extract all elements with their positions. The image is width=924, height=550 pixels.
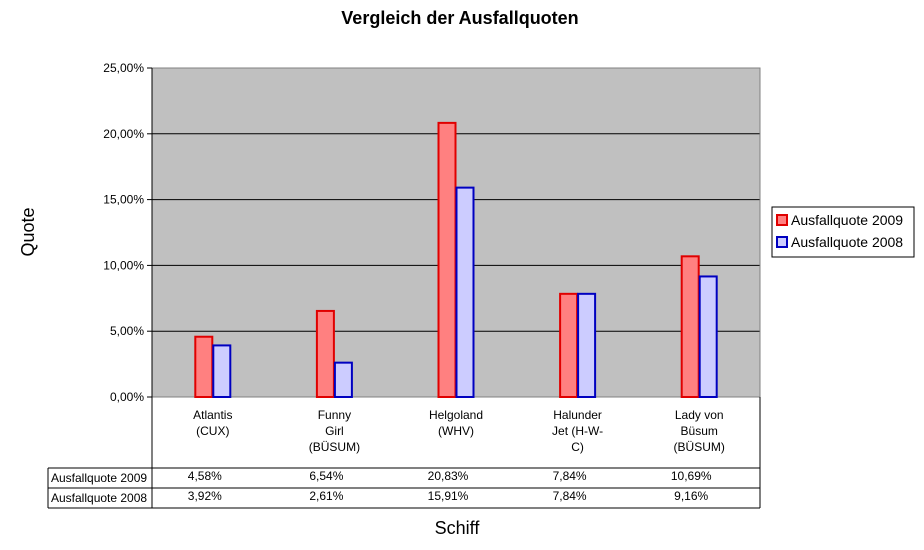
bar-2009 xyxy=(680,255,700,399)
category-label: Funny Girl (BÜSUM) xyxy=(309,408,360,454)
category-label: Atlantis (CUX) xyxy=(193,408,232,438)
data-table: Atlantis (CUX) Funny Girl (BÜSUM) Helgoland (W… xyxy=(47,397,761,509)
category-label-line: (BÜSUM) xyxy=(309,440,360,454)
legend-box xyxy=(771,206,915,258)
bars xyxy=(194,121,718,399)
category-label-line: (WHV) xyxy=(438,424,474,438)
category-label-line: Lady von xyxy=(675,408,724,422)
table-value: 2,61% xyxy=(309,489,343,503)
category-label-line: Büsum xyxy=(681,424,718,438)
category-label-line: (CUX) xyxy=(196,424,229,438)
bar-2009 xyxy=(315,309,335,398)
category-label: Halunder Jet (H-W- C) xyxy=(552,408,603,454)
y-tick-label: 25,00% xyxy=(103,61,144,75)
category-label: Helgoland (WHV) xyxy=(429,408,483,438)
chart-title: Vergleich der Ausfallquoten xyxy=(341,8,578,28)
bar-2009 xyxy=(437,121,457,398)
y-tick-label: 5,00% xyxy=(110,324,144,338)
legend: Ausfallquote 2009 Ausfallquote 2008 xyxy=(771,206,915,258)
bar-2008 xyxy=(212,344,232,399)
category-label-line: Funny xyxy=(318,408,351,422)
category-label: Lady von Büsum (BÜSUM) xyxy=(674,408,725,454)
bar-2008 xyxy=(698,275,718,399)
category-label-line: Atlantis xyxy=(193,408,232,422)
x-axis-title: Schiff xyxy=(435,518,481,538)
legend-swatch xyxy=(776,236,788,248)
category-label-line: Helgoland xyxy=(429,408,483,422)
bar-2009 xyxy=(559,292,579,398)
legend-label: Ausfallquote 2009 xyxy=(791,212,903,228)
table-value: 15,91% xyxy=(428,489,469,503)
table-series-label: Ausfallquote 2009 xyxy=(51,471,147,485)
table-value: 7,84% xyxy=(553,469,587,483)
table-value: 20,83% xyxy=(428,469,469,483)
table-series-label: Ausfallquote 2008 xyxy=(51,491,147,505)
bar-2008 xyxy=(333,361,353,399)
category-label-line: (BÜSUM) xyxy=(674,440,725,454)
table-value: 6,54% xyxy=(309,469,343,483)
bar-2009 xyxy=(194,335,214,399)
table-value: 10,69% xyxy=(671,469,712,483)
y-tick-label: 0,00% xyxy=(110,390,144,404)
legend-swatch xyxy=(776,214,788,226)
category-label-line: Girl xyxy=(325,424,344,438)
y-tick-label: 15,00% xyxy=(103,193,144,207)
y-axis-ticks: 0,00% 5,00% 10,00% 15,00% 20,00% 25,00% xyxy=(103,61,152,404)
table-value: 7,84% xyxy=(553,489,587,503)
table-value: 3,92% xyxy=(188,489,222,503)
category-label-line: C) xyxy=(571,440,584,454)
legend-label: Ausfallquote 2008 xyxy=(791,234,903,250)
category-label-line: Halunder xyxy=(553,408,602,422)
y-axis-title: Quote xyxy=(18,207,38,256)
y-tick-label: 20,00% xyxy=(103,127,144,141)
bar-2008 xyxy=(577,292,597,398)
bar-2008 xyxy=(455,186,475,398)
y-tick-label: 10,00% xyxy=(103,258,144,272)
category-label-line: Jet (H-W- xyxy=(552,424,603,438)
table-value: 4,58% xyxy=(188,469,222,483)
table-value: 9,16% xyxy=(674,489,708,503)
